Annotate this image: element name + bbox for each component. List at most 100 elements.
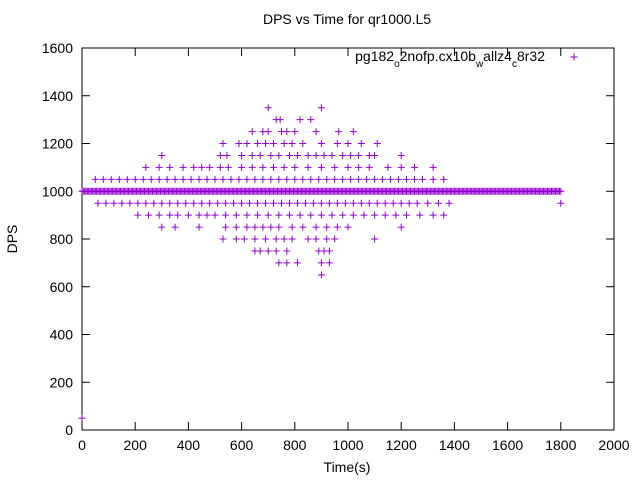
data-point (259, 163, 267, 171)
x-tick-label: 400 (177, 437, 201, 453)
data-point (110, 199, 118, 207)
data-point (323, 175, 331, 183)
data-point (235, 140, 243, 147)
data-point (275, 175, 283, 183)
data-point (333, 223, 341, 231)
data-point (166, 199, 174, 207)
data-point (264, 104, 272, 112)
data-point (275, 211, 283, 219)
data-point (262, 140, 270, 147)
data-point (216, 163, 224, 171)
data-point (158, 151, 166, 159)
data-point (107, 175, 115, 183)
data-point (299, 175, 307, 183)
data-point (373, 140, 381, 147)
data-point (357, 199, 365, 207)
data-point (243, 223, 251, 231)
data-point (240, 235, 248, 243)
data-point (142, 199, 150, 207)
data-point (270, 163, 278, 171)
data-point (270, 140, 278, 147)
data-point (243, 175, 251, 183)
data-point (280, 235, 288, 243)
data-point (235, 175, 243, 183)
data-point (397, 199, 405, 207)
data-point (262, 199, 270, 207)
data-point (251, 223, 259, 231)
data-point (227, 175, 235, 183)
data-point (264, 247, 272, 255)
x-tick-label: 1400 (439, 437, 470, 453)
data-point (328, 151, 336, 159)
data-point (190, 199, 198, 207)
data-point (317, 271, 325, 279)
data-point (365, 199, 373, 207)
data-point (285, 199, 293, 207)
data-point (411, 163, 418, 171)
data-point (355, 151, 363, 159)
data-point (131, 175, 139, 183)
data-point (267, 151, 275, 159)
y-tick-label: 1600 (42, 40, 73, 56)
data-point (256, 247, 264, 255)
data-point (179, 175, 187, 183)
data-point (171, 175, 179, 183)
data-point (230, 199, 238, 207)
data-point (223, 151, 231, 159)
data-point (232, 211, 240, 219)
data-point (198, 163, 206, 171)
data-point (557, 187, 565, 195)
data-point (371, 235, 379, 243)
data-point (142, 163, 150, 171)
data-point (174, 211, 182, 219)
data-point (355, 163, 363, 171)
data-point (203, 175, 211, 183)
data-point (440, 211, 448, 219)
data-point (331, 235, 339, 243)
data-point (403, 211, 411, 219)
data-point (150, 199, 158, 207)
data-point (299, 140, 307, 147)
data-point (357, 140, 365, 147)
data-point (291, 175, 299, 183)
data-point (323, 235, 331, 243)
x-axis-ticks: 0 200 400 600 800 1000 1200 1400 1600 1800 2000 (78, 48, 630, 453)
data-point (363, 175, 371, 183)
data-point (254, 199, 262, 207)
data-point (291, 128, 299, 136)
x-tick-label: 200 (124, 437, 148, 453)
data-point (190, 163, 198, 171)
data-point (344, 140, 352, 147)
plot-area-border (81, 47, 615, 431)
data-point (251, 175, 259, 183)
data-point (264, 211, 272, 219)
data-point (275, 223, 283, 231)
data-point (387, 175, 395, 183)
data-point (317, 163, 325, 171)
data-point (418, 175, 426, 183)
data-point (317, 104, 325, 112)
data-point (344, 223, 352, 231)
data-point (296, 116, 304, 124)
data-point (349, 199, 357, 207)
data-point (309, 199, 317, 207)
data-point (171, 223, 179, 231)
data-point (238, 199, 246, 207)
data-point (365, 163, 373, 171)
data-point (158, 199, 166, 207)
x-axis-label: Time(s) (324, 459, 371, 475)
data-point (429, 175, 437, 183)
data-point (155, 211, 163, 219)
chart-title: DPS vs Time for qr1000.L5 (263, 11, 431, 27)
data-point (211, 175, 219, 183)
data-point (182, 199, 190, 207)
x-tick-label: 1000 (332, 437, 363, 453)
x-tick-label: 1800 (545, 437, 576, 453)
y-axis-ticks: 0 200 400 600 800 1000 1200 1400 1600 (42, 40, 614, 438)
data-point (317, 140, 325, 147)
y-tick-label: 800 (50, 231, 74, 247)
data-point (251, 235, 259, 243)
data-point (307, 175, 315, 183)
data-point (267, 223, 275, 231)
data-point (381, 199, 389, 207)
